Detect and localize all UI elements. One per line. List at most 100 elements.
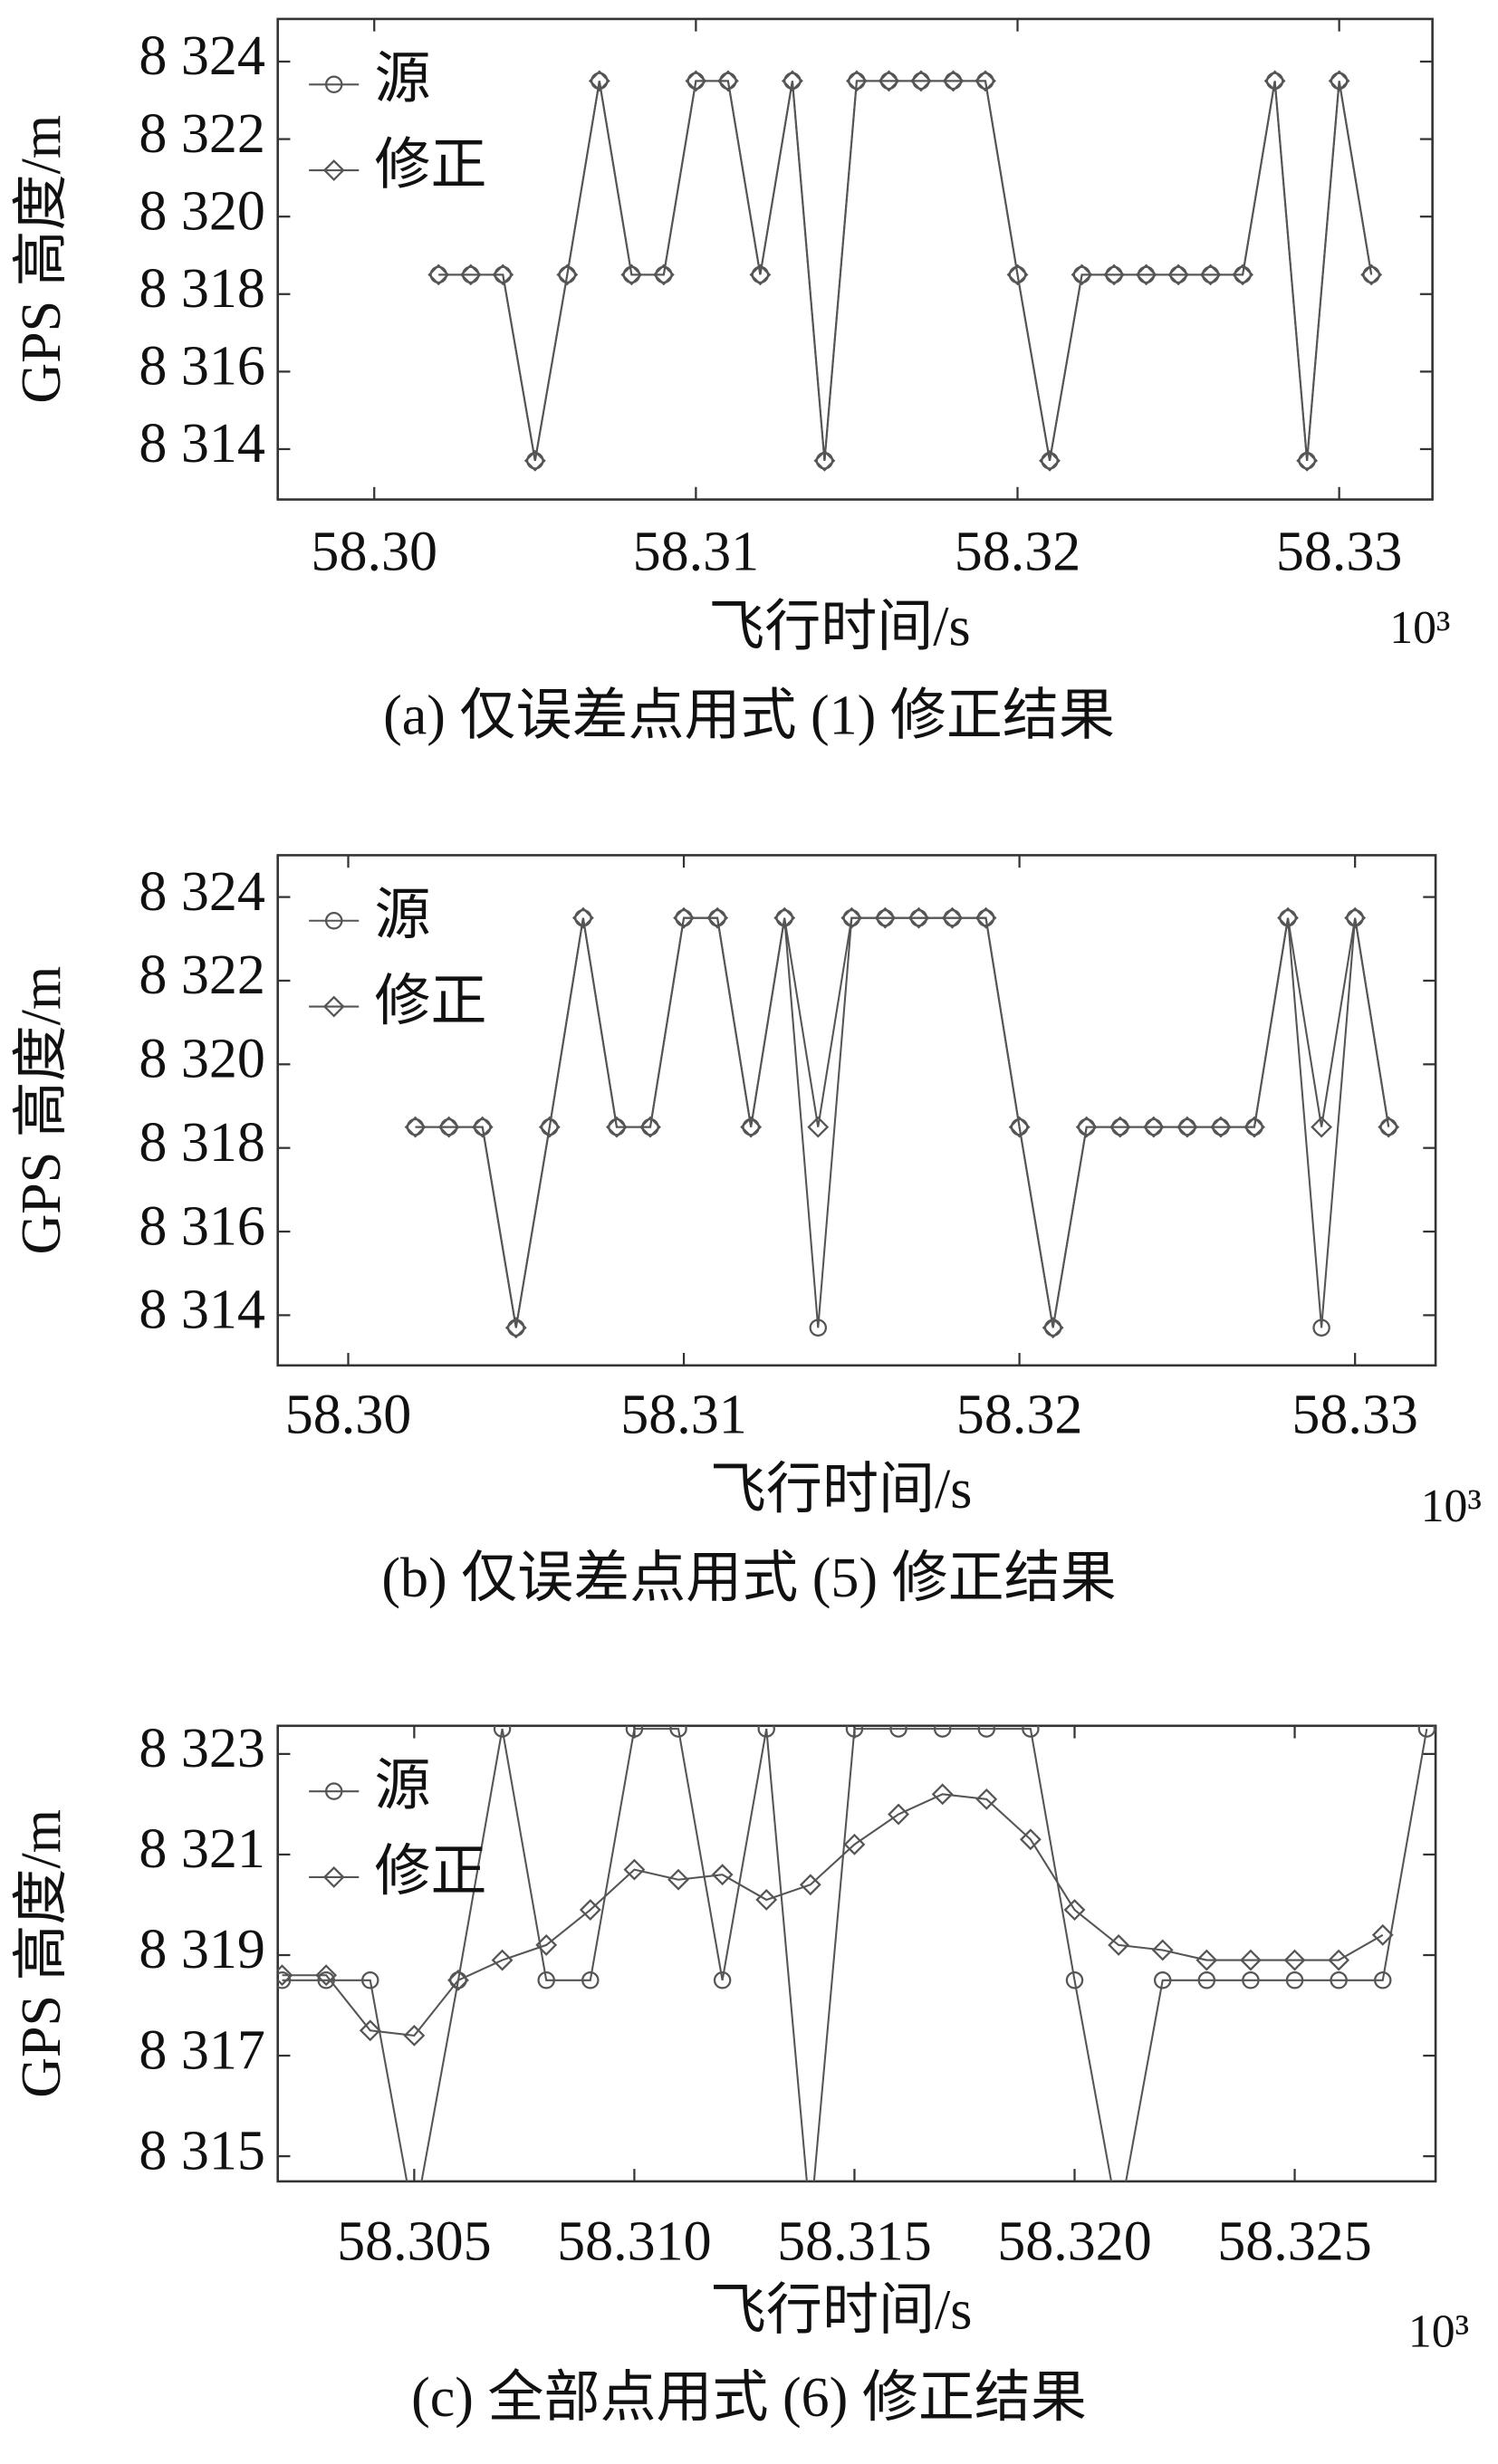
x-tick-label: 58.33 <box>1292 1384 1418 1445</box>
marker-diamond <box>931 1783 954 1806</box>
marker-diamond <box>1311 1116 1333 1138</box>
y-tick-label: 8 315 <box>139 2120 265 2181</box>
marker-diamond <box>685 70 707 92</box>
marker-circle <box>507 1318 525 1337</box>
plot-frame <box>276 854 1437 1367</box>
marker-circle <box>1065 1971 1084 1989</box>
marker-diamond <box>535 1933 558 1956</box>
marker-diamond <box>773 906 796 929</box>
marker-diamond <box>749 264 772 286</box>
marker-circle <box>526 452 544 470</box>
x-multiplier: 10³ <box>1389 602 1450 654</box>
series-line <box>438 80 1373 461</box>
marker-diamond <box>1263 70 1286 92</box>
marker-circle <box>1242 1971 1260 1989</box>
x-tick-label: 58.325 <box>1217 2210 1372 2272</box>
marker-diamond <box>711 1864 734 1886</box>
marker-diamond <box>706 906 729 929</box>
y-tick-label: 8 320 <box>139 1029 265 1090</box>
marker-circle <box>1417 1725 1436 1738</box>
series-line <box>415 916 1390 1328</box>
marker-diamond <box>878 70 900 92</box>
plot-area <box>277 1725 1436 2181</box>
chart-panel: 8 314 8 316 8 318 8 320 8 322 8 324 58.30 58.31… <box>11 854 1482 1609</box>
marker-diamond <box>846 70 868 92</box>
marker-circle <box>1330 1971 1348 1989</box>
x-axis-label: 飞行时间/s <box>708 596 970 657</box>
marker-diamond <box>459 264 482 286</box>
caption: (b) 仅误差点用式 (5) 修正结果 <box>381 1548 1116 1609</box>
marker-circle <box>574 908 592 927</box>
legend-marker <box>322 995 345 1018</box>
marker-diamond <box>1360 264 1383 286</box>
marker-circle <box>449 1971 467 1989</box>
marker-diamond <box>975 906 997 929</box>
marker-circle <box>317 1971 335 1989</box>
marker-circle <box>775 908 793 927</box>
marker-diamond <box>874 906 897 929</box>
x-tick-label: 58.320 <box>997 2210 1152 2272</box>
marker-circle <box>889 1725 907 1738</box>
y-tick-label: 8 323 <box>139 1718 265 1779</box>
marker-diamond <box>1232 264 1254 286</box>
marker-circle <box>1153 1971 1172 1989</box>
legend-label: 源 <box>374 49 430 110</box>
marker-circle <box>845 1725 864 1738</box>
marker-circle <box>558 265 577 284</box>
marker-diamond <box>447 1969 469 1991</box>
marker-circle <box>1285 1971 1304 1989</box>
marker-diamond <box>403 2024 426 2047</box>
legend-marker <box>324 75 343 94</box>
marker-circle <box>977 1725 996 1738</box>
marker-circle <box>669 1725 687 1738</box>
marker-diamond <box>620 264 643 286</box>
marker-diamond <box>571 906 594 929</box>
marker-diamond <box>538 1116 561 1138</box>
marker-diamond <box>588 70 610 92</box>
marker-diamond <box>1240 1949 1262 1971</box>
x-tick-label: 58.31 <box>633 522 760 583</box>
marker-diamond <box>359 2019 381 2042</box>
x-tick-label: 58.30 <box>311 522 437 583</box>
plot-area <box>404 906 1400 1339</box>
chart-panel: 8 314 8 316 8 318 8 320 8 322 8 324 58.30 58.31… <box>11 17 1450 746</box>
legend-label: 源 <box>374 885 430 946</box>
x-tick-label: 58.33 <box>1276 522 1403 583</box>
legend-label: 修正 <box>374 971 486 1032</box>
y-tick-label: 8 318 <box>139 1112 265 1174</box>
y-tick-label: 8 324 <box>139 861 265 923</box>
marker-diamond <box>1244 1116 1265 1138</box>
marker-diamond <box>471 1116 494 1138</box>
marker-diamond <box>799 1874 821 1896</box>
marker-circle <box>1010 1117 1029 1136</box>
y-tick-label: 8 314 <box>139 413 265 475</box>
y-axis-label: GPS 高度/m <box>11 966 72 1255</box>
x-axis-label: 飞行时间/s <box>710 2279 972 2341</box>
marker-diamond <box>781 70 803 92</box>
marker-circle <box>493 1725 512 1738</box>
marker-diamond <box>427 264 450 286</box>
y-tick-label: 8 318 <box>139 258 265 320</box>
plot-frame <box>276 17 1434 501</box>
marker-diamond <box>437 1116 460 1138</box>
y-tick-label: 8 316 <box>139 1195 265 1257</box>
series-line <box>282 1793 1384 2037</box>
legend-label: 修正 <box>374 1841 486 1903</box>
marker-diamond <box>1378 1116 1400 1138</box>
marker-diamond <box>1167 264 1189 286</box>
series-line <box>415 916 1390 1328</box>
marker-diamond <box>740 1116 763 1138</box>
marker-circle <box>1008 265 1027 284</box>
y-tick-label: 8 321 <box>139 1818 265 1880</box>
marker-circle <box>591 72 609 91</box>
marker-diamond <box>491 1949 514 1971</box>
y-tick-label: 8 322 <box>139 103 265 165</box>
marker-diamond <box>404 1116 427 1138</box>
series-line <box>282 1728 1428 2181</box>
marker-diamond <box>523 449 546 472</box>
marker-circle <box>581 1971 600 1989</box>
y-axis-label: GPS 高度/m <box>11 115 72 404</box>
marker-circle <box>1022 1725 1040 1738</box>
marker-diamond <box>716 70 739 92</box>
